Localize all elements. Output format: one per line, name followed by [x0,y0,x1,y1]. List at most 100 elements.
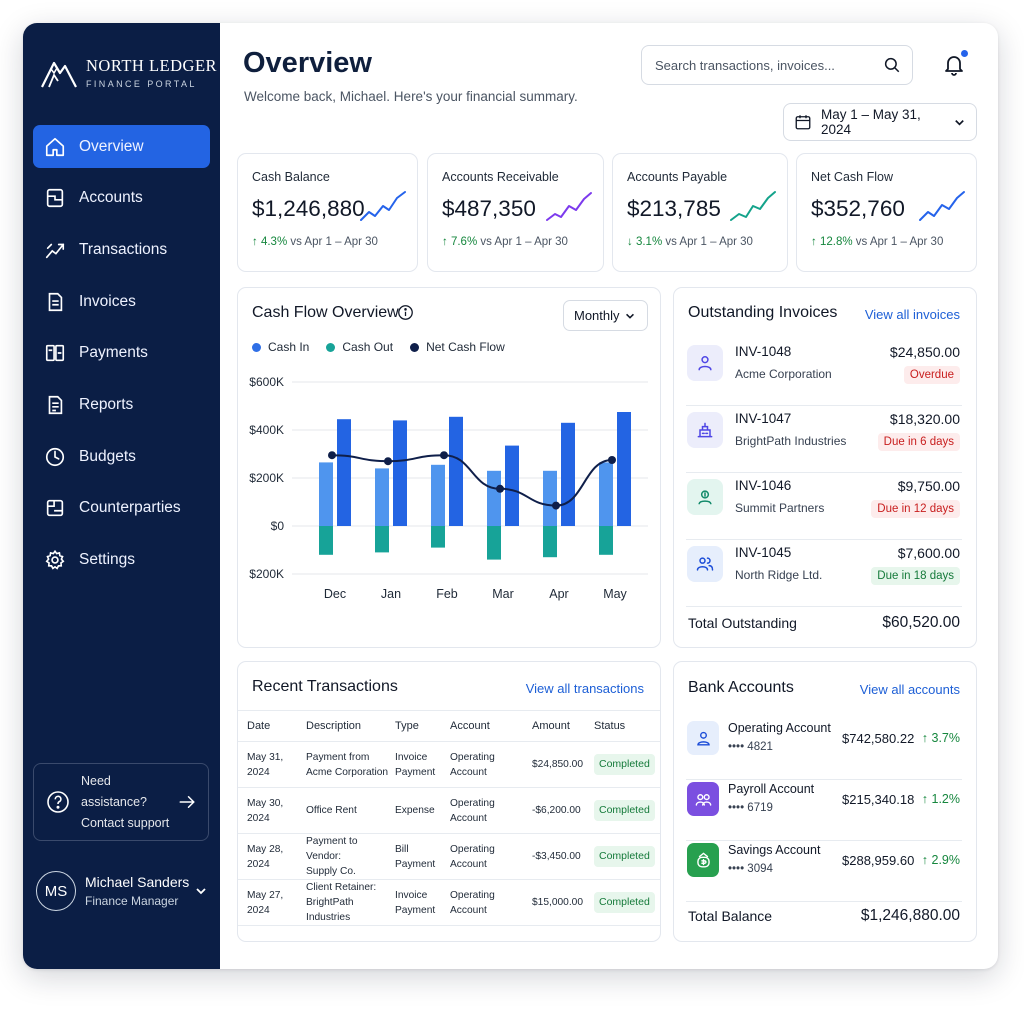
search-input[interactable]: Search transactions, invoices... [641,45,913,85]
tx-date: May 30, 2024 [238,787,306,834]
invoice-id: INV-1045 [735,545,792,560]
contact-support-button[interactable]: Need assistance? Contact support [33,763,209,841]
sidebar-item-label: Settings [79,551,136,568]
kpi-period: vs Apr 1 – Apr 30 [665,236,753,248]
bank-account-row[interactable]: Savings Account •••• 3094 $288,959.60 ↑ 2.9… [686,841,962,902]
sidebar-item-settings[interactable]: Settings [33,539,210,582]
sidebar-item-payments[interactable]: Payments [33,332,210,375]
kpi-card[interactable]: Net Cash Flow $352,760 ↑ 12.8% vs Apr 1 – … [796,153,977,272]
period-select[interactable]: Monthly [563,300,648,331]
net-cash-flow-point [328,451,336,460]
tx-date: May 28, 2024 [238,833,306,880]
kpi-card[interactable]: Accounts Payable $213,785 ↓ 3.1% vs Apr 1 … [612,153,788,272]
tx-amount: $24,850.00 [532,741,594,788]
sidebar-item-accounts[interactable]: Accounts [33,177,210,220]
status-badge: Completed [594,846,655,867]
user-menu[interactable]: MS Michael Sanders Finance Manager [36,871,208,911]
tx-description: Office Rent [306,787,395,834]
y-tick-label: $0 [271,519,285,533]
bar-cash-in [561,422,575,526]
gear-icon [45,549,65,570]
tx-type-line: Expense [395,805,435,816]
bank-account-row[interactable]: Operating Account •••• 4821 $742,580.22 ↑ 3… [686,719,962,780]
building-icon [697,422,713,438]
kpi-value: $487,350 [442,196,536,221]
invoice-row[interactable]: INV-1048 Acme Corporation $24,850.00 Overdu… [686,339,962,406]
sidebar-item-invoices[interactable]: Invoices [33,280,210,323]
kpi-label: Net Cash Flow [811,170,893,184]
kpi-change-value: 4.3% [260,236,288,248]
bar-cash-in-base [543,470,557,526]
kpi-card[interactable]: Cash Balance $1,246,880 ↑ 4.3% vs Apr 1 – … [237,153,418,272]
invoice-row[interactable]: INV-1046 Summit Partners $9,750.00 Due in 1… [686,473,962,540]
invoice-amount: $18,320.00 [889,411,960,427]
bar-cash-out [543,526,557,558]
kpi-change: ↑ 7.6% vs Apr 1 – Apr 30 [442,236,568,248]
col-status: Status [594,710,660,742]
notification-dot [961,50,968,57]
tx-amount: -$3,450.00 [532,833,594,880]
tx-status: Completed [594,833,660,880]
app-window: NORTH LEDGER FINANCE PORTAL Overview Acc… [23,23,998,969]
search-icon [884,57,900,73]
cash-flow-title: Cash Flow Overview [252,304,399,321]
sidebar-item-counterparties[interactable]: Counterparties [33,487,210,530]
info-icon[interactable] [397,304,414,321]
sidebar-item-budgets[interactable]: Budgets [33,435,210,478]
bell-icon[interactable] [942,52,966,76]
view-all-transactions-link[interactable]: View all transactions [525,681,644,696]
table-row[interactable]: May 28, 2024 Payment to Vendor: Supply Co.… [238,833,660,880]
sidebar-item-label: Counterparties [79,499,181,517]
kpi-period: vs Apr 1 – Apr 30 [290,236,378,248]
kpi-value: $1,246,880 [252,196,365,221]
kpi-label: Cash Balance [252,170,330,184]
table-header-row: Date Description Type Account Amount Sta… [238,710,660,742]
x-tick-label: May [603,587,627,601]
legend-net-cash-flow: Net Cash Flow [410,340,505,354]
kpi-change-value: 7.6% [450,236,478,248]
invoice-row[interactable]: INV-1047 BrightPath Industries $18,320.00 D… [686,406,962,473]
cash-flow-chart: $600K $400K $200K $0 $200K Dec Jan Feb Mar Apr May [249,375,648,601]
table-row[interactable]: May 27, 2024 Client Retainer: BrightPath I… [238,879,660,926]
date-range-picker[interactable]: May 1 – May 31, 2024 [783,103,977,141]
mountain-logo-icon [41,61,77,88]
tx-status: Completed [594,787,660,834]
cash-flow-card: Cash Flow Overview Monthly Cash In Cash … [237,287,661,648]
bar-cash-in-base [319,462,333,526]
team-icon [696,557,714,571]
sidebar-item-label: Invoices [79,292,136,310]
bank-account-row[interactable]: Payroll Account •••• 6719 $215,340.18 ↑ 1.2… [686,780,962,841]
y-tick-label: $400K [249,423,284,437]
tx-type-line: Payment [395,766,436,778]
table-row[interactable]: May 31, 2024 Payment from Acme Corporation… [238,741,660,788]
kpi-change: ↑ 12.8% vs Apr 1 – Apr 30 [811,236,943,248]
total-outstanding-label: Total Outstanding [688,615,797,631]
counterparties-icon [46,500,64,517]
sidebar-item-overview[interactable]: Overview [33,125,210,168]
search-placeholder: Search transactions, invoices... [655,57,835,73]
tx-account: Operating Account [450,879,532,926]
help-icon [47,791,69,813]
view-all-accounts-link[interactable]: View all accounts [859,682,960,697]
y-tick-label: $200K [249,471,284,485]
bank-change-value: 2.9% [931,853,961,867]
help-subtitle: Contact support [81,815,170,830]
brand[interactable]: NORTH LEDGER FINANCE PORTAL [40,53,217,91]
invoice-row[interactable]: INV-1045 North Ridge Ltd. $7,600.00 Due in … [686,540,962,607]
view-all-invoices-link[interactable]: View all invoices [864,307,960,322]
arrow-down-icon: ↓ [627,236,633,248]
table-row[interactable]: May 30, 2024 Office Rent Expense Operating … [238,787,660,834]
transactions-icon [45,243,65,259]
tx-description-line: Payment to Vendor: [306,836,358,862]
chart-legend: Cash In Cash Out Net Cash Flow [252,340,522,354]
tx-type-line: Bill Payment [395,843,436,870]
tx-description-line: Acme Corporation [306,766,389,778]
sidebar-item-reports[interactable]: Reports [33,383,210,426]
invoice-avatar [687,546,723,582]
tx-amount: $15,000.00 [532,879,594,926]
tx-description-line: Client Retainer: [306,882,377,893]
sidebar-item-transactions[interactable]: Transactions [33,228,210,271]
kpi-label: Accounts Payable [627,170,728,184]
kpi-card[interactable]: Accounts Receivable $487,350 ↑ 7.6% vs Apr… [427,153,604,272]
bar-cash-in-base [431,464,445,526]
